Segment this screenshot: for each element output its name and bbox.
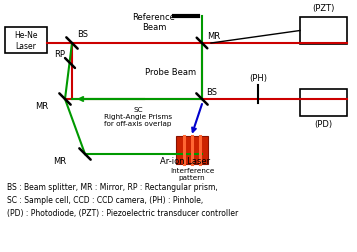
Text: (PZT): (PZT)	[312, 4, 335, 13]
Bar	[300, 18, 347, 45]
Text: BS : Beam splitter, MR : Mirror, RP : Rectangular prism,: BS : Beam splitter, MR : Mirror, RP : Re…	[7, 182, 218, 191]
Text: MR: MR	[207, 32, 220, 40]
Text: Interference
pattern: Interference pattern	[170, 167, 214, 180]
Text: MR: MR	[35, 101, 48, 110]
Text: (PH): (PH)	[249, 74, 267, 83]
Text: MR: MR	[53, 156, 66, 165]
Bar	[5, 28, 47, 54]
Text: SC : Sample cell, CCD : CCD camera, (PH) : Pinhole,: SC : Sample cell, CCD : CCD camera, (PH)…	[7, 195, 203, 204]
Bar	[176, 137, 208, 164]
Bar	[300, 90, 347, 116]
Text: (PD): (PD)	[315, 120, 333, 129]
Text: SC
Right-Angle Prisms
for off-axis overlap: SC Right-Angle Prisms for off-axis overl…	[104, 107, 172, 127]
Text: BS: BS	[206, 87, 217, 96]
Text: BS: BS	[77, 29, 88, 38]
Text: (PD) : Photodiode, (PZT) : Piezoelectric transducer controller: (PD) : Photodiode, (PZT) : Piezoelectric…	[7, 208, 238, 217]
Text: RP: RP	[54, 49, 65, 58]
Text: Ar-ion Laser: Ar-ion Laser	[160, 157, 210, 166]
Text: He-Ne
Laser: He-Ne Laser	[14, 31, 38, 50]
Text: Probe Beam: Probe Beam	[145, 67, 196, 76]
Text: Reference
Beam: Reference Beam	[132, 13, 175, 32]
